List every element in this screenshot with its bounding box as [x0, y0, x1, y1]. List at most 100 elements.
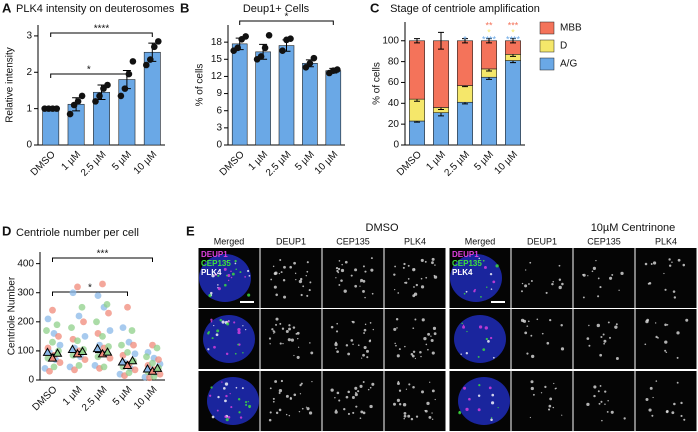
bar-segment	[505, 60, 521, 146]
cell-point	[105, 343, 112, 350]
signal-dot	[283, 295, 287, 299]
signal-dot	[398, 389, 402, 392]
replicate-mean	[77, 346, 88, 355]
signal-dot	[343, 289, 347, 293]
signal-dot	[273, 332, 275, 334]
signal-dot	[289, 265, 292, 269]
significance-label: *	[285, 12, 289, 23]
signal-dot	[369, 322, 372, 324]
signal-dot	[540, 392, 543, 394]
signal-dot	[392, 402, 396, 406]
signal-dot	[546, 341, 550, 345]
micrograph	[511, 248, 573, 308]
signal-dot	[671, 261, 673, 264]
signal-dot	[598, 402, 601, 405]
channel-label: DEUP1	[452, 250, 479, 259]
signal-dot	[268, 337, 272, 340]
signal-dot	[462, 324, 465, 327]
signal-dot	[403, 417, 405, 420]
signal-dot	[288, 414, 291, 417]
signal-dot	[234, 352, 237, 355]
signal-dot	[664, 349, 667, 352]
cell-point	[75, 312, 83, 320]
bar-segment	[481, 40, 497, 70]
signal-dot	[524, 331, 528, 335]
signal-dot	[227, 415, 231, 419]
signal-dot	[359, 285, 361, 287]
y-tick-label: 400	[17, 258, 34, 269]
signal-dot	[676, 356, 679, 359]
signal-dot	[413, 286, 415, 288]
signal-dot	[458, 411, 462, 415]
signal-dot	[528, 283, 530, 285]
signal-dot	[553, 382, 555, 385]
bar	[302, 62, 318, 146]
cell-point	[81, 332, 89, 340]
signal-dot	[398, 348, 401, 351]
cell-point	[56, 359, 64, 366]
signal-dot	[225, 352, 229, 356]
signal-dot	[272, 265, 275, 268]
signal-dot	[361, 357, 363, 359]
column-header: Merged	[465, 236, 496, 246]
signal-dot	[487, 340, 490, 343]
signal-dot	[278, 272, 281, 275]
signal-dot	[343, 407, 346, 411]
signal-dot	[482, 259, 485, 262]
signal-dot	[676, 381, 679, 384]
signal-dot	[355, 405, 358, 408]
signal-dot	[462, 325, 466, 329]
signal-dot	[421, 318, 425, 322]
signal-dot	[370, 257, 373, 260]
data-point	[66, 110, 74, 118]
x-tick-label: 2.5 µM	[79, 149, 109, 179]
bar-segment	[433, 40, 449, 108]
nucleus-stain	[458, 377, 510, 425]
y-axis-label: % of cells	[195, 64, 206, 107]
panel-letter: E	[186, 223, 195, 238]
chart-title: Stage of centriole amplification	[390, 3, 540, 15]
signal-dot	[242, 325, 244, 327]
signal-dot	[407, 414, 411, 418]
data-point	[78, 92, 86, 100]
signal-dot	[560, 347, 565, 351]
signal-dot	[495, 264, 499, 268]
signal-dot	[274, 380, 278, 383]
bar	[231, 43, 248, 146]
signal-dot	[214, 273, 218, 276]
signal-dot	[211, 415, 215, 419]
signal-dot	[676, 331, 680, 335]
y-tick-label: 6	[216, 105, 222, 116]
signal-dot	[368, 339, 372, 343]
y-tick-label: 0	[26, 140, 32, 151]
signal-dot	[354, 393, 358, 397]
signal-dot	[522, 319, 527, 323]
signal-dot	[285, 329, 289, 333]
signal-dot	[311, 380, 313, 383]
replicate-mean	[152, 363, 163, 372]
signal-dot	[609, 336, 612, 339]
signal-dot	[393, 327, 397, 331]
signal-dot	[623, 417, 626, 420]
y-axis-label: % of cells	[372, 62, 383, 105]
signal-dot	[531, 354, 535, 359]
signal-dot	[549, 318, 552, 322]
signal-dot	[460, 353, 462, 355]
signal-dot	[285, 413, 288, 416]
significance-bracket	[50, 32, 153, 37]
chart-title: Deup1+ Cells	[243, 3, 310, 15]
signal-dot	[224, 415, 227, 418]
signal-dot	[345, 395, 349, 399]
group-title: DMSO	[366, 222, 399, 234]
signal-dot	[477, 355, 480, 358]
error-bar	[510, 38, 516, 44]
micrograph	[260, 371, 322, 431]
signal-dot	[673, 296, 677, 299]
signal-dot	[652, 261, 657, 265]
signal-dot	[336, 391, 340, 395]
signal-dot	[210, 318, 213, 322]
signal-dot	[561, 414, 563, 416]
micrograph	[573, 309, 635, 369]
nucleus-stain	[203, 315, 255, 363]
signal-dot	[560, 324, 563, 327]
